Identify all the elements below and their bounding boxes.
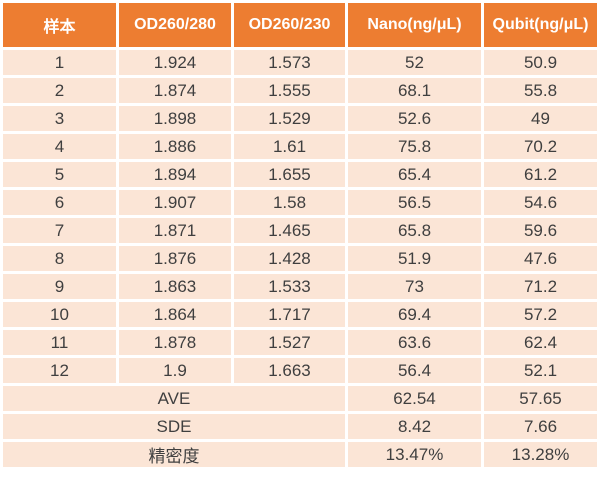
- summary-row-ave: AVE 62.54 57.65: [3, 386, 597, 411]
- cell-nano: 75.8: [348, 134, 481, 159]
- cell-sample: 7: [3, 218, 116, 243]
- cell-sample: 2: [3, 78, 116, 103]
- cell-nano: 52: [348, 50, 481, 75]
- cell-qubit: 55.8: [484, 78, 597, 103]
- cell-sample: 4: [3, 134, 116, 159]
- cell-od260-230: 1.555: [234, 78, 345, 103]
- cell-od260-230: 1.58: [234, 190, 345, 215]
- cell-qubit: 47.6: [484, 246, 597, 271]
- table-row: 3 1.898 1.529 52.6 49: [3, 106, 597, 131]
- cell-nano: 56.4: [348, 358, 481, 383]
- summary-label-cell: 精密度: [3, 442, 345, 467]
- table-row: 4 1.886 1.61 75.8 70.2: [3, 134, 597, 159]
- cell-sample: 12: [3, 358, 116, 383]
- cell-nano: 73: [348, 274, 481, 299]
- summary-nano-cell: 13.47%: [348, 442, 481, 467]
- summary-label-cell: SDE: [3, 414, 345, 439]
- cell-od260-280: 1.9: [119, 358, 231, 383]
- cell-sample: 5: [3, 162, 116, 187]
- cell-od260-230: 1.533: [234, 274, 345, 299]
- cell-od260-230: 1.573: [234, 50, 345, 75]
- summary-row-precision: 精密度 13.47% 13.28%: [3, 442, 597, 467]
- header-cell-qubit: Qubit(ng/μL): [484, 3, 597, 47]
- table-row: 2 1.874 1.555 68.1 55.8: [3, 78, 597, 103]
- cell-od260-230: 1.529: [234, 106, 345, 131]
- summary-label-cell: AVE: [3, 386, 345, 411]
- cell-qubit: 52.1: [484, 358, 597, 383]
- cell-od260-230: 1.465: [234, 218, 345, 243]
- cell-sample: 10: [3, 302, 116, 327]
- cell-qubit: 49: [484, 106, 597, 131]
- cell-od260-280: 1.907: [119, 190, 231, 215]
- cell-sample: 1: [3, 50, 116, 75]
- table-row: 6 1.907 1.58 56.5 54.6: [3, 190, 597, 215]
- table-row: 11 1.878 1.527 63.6 62.4: [3, 330, 597, 355]
- cell-nano: 56.5: [348, 190, 481, 215]
- cell-od260-280: 1.874: [119, 78, 231, 103]
- cell-sample: 3: [3, 106, 116, 131]
- header-row: 样本 OD260/280 OD260/230 Nano(ng/μL) Qubit…: [3, 3, 597, 47]
- cell-od260-280: 1.878: [119, 330, 231, 355]
- cell-od260-230: 1.428: [234, 246, 345, 271]
- table-row: 10 1.864 1.717 69.4 57.2: [3, 302, 597, 327]
- cell-od260-230: 1.655: [234, 162, 345, 187]
- cell-nano: 69.4: [348, 302, 481, 327]
- cell-sample: 6: [3, 190, 116, 215]
- cell-od260-280: 1.924: [119, 50, 231, 75]
- cell-qubit: 71.2: [484, 274, 597, 299]
- table-row: 7 1.871 1.465 65.8 59.6: [3, 218, 597, 243]
- cell-od260-280: 1.886: [119, 134, 231, 159]
- cell-qubit: 59.6: [484, 218, 597, 243]
- summary-nano-cell: 8.42: [348, 414, 481, 439]
- cell-sample: 9: [3, 274, 116, 299]
- header-cell-od260-280: OD260/280: [119, 3, 231, 47]
- cell-nano: 68.1: [348, 78, 481, 103]
- table-row: 9 1.863 1.533 73 71.2: [3, 274, 597, 299]
- summary-qubit-cell: 7.66: [484, 414, 597, 439]
- cell-od260-230: 1.527: [234, 330, 345, 355]
- cell-nano: 65.4: [348, 162, 481, 187]
- summary-nano-cell: 62.54: [348, 386, 481, 411]
- cell-nano: 63.6: [348, 330, 481, 355]
- cell-qubit: 57.2: [484, 302, 597, 327]
- summary-qubit-cell: 13.28%: [484, 442, 597, 467]
- cell-sample: 8: [3, 246, 116, 271]
- header-cell-sample: 样本: [3, 3, 116, 47]
- cell-nano: 65.8: [348, 218, 481, 243]
- cell-od260-280: 1.894: [119, 162, 231, 187]
- cell-nano: 51.9: [348, 246, 481, 271]
- summary-qubit-cell: 57.65: [484, 386, 597, 411]
- cell-od260-230: 1.663: [234, 358, 345, 383]
- cell-qubit: 62.4: [484, 330, 597, 355]
- summary-row-sde: SDE 8.42 7.66: [3, 414, 597, 439]
- cell-od260-280: 1.864: [119, 302, 231, 327]
- cell-od260-280: 1.876: [119, 246, 231, 271]
- table-row: 12 1.9 1.663 56.4 52.1: [3, 358, 597, 383]
- table-row: 1 1.924 1.573 52 50.9: [3, 50, 597, 75]
- cell-qubit: 50.9: [484, 50, 597, 75]
- header-cell-nano: Nano(ng/μL): [348, 3, 481, 47]
- cell-sample: 11: [3, 330, 116, 355]
- table-row: 8 1.876 1.428 51.9 47.6: [3, 246, 597, 271]
- cell-od260-280: 1.871: [119, 218, 231, 243]
- cell-od260-230: 1.61: [234, 134, 345, 159]
- cell-nano: 52.6: [348, 106, 481, 131]
- header-cell-od260-230: OD260/230: [234, 3, 345, 47]
- table-row: 5 1.894 1.655 65.4 61.2: [3, 162, 597, 187]
- cell-od260-280: 1.863: [119, 274, 231, 299]
- cell-od260-230: 1.717: [234, 302, 345, 327]
- cell-qubit: 70.2: [484, 134, 597, 159]
- cell-qubit: 54.6: [484, 190, 597, 215]
- cell-od260-280: 1.898: [119, 106, 231, 131]
- cell-qubit: 61.2: [484, 162, 597, 187]
